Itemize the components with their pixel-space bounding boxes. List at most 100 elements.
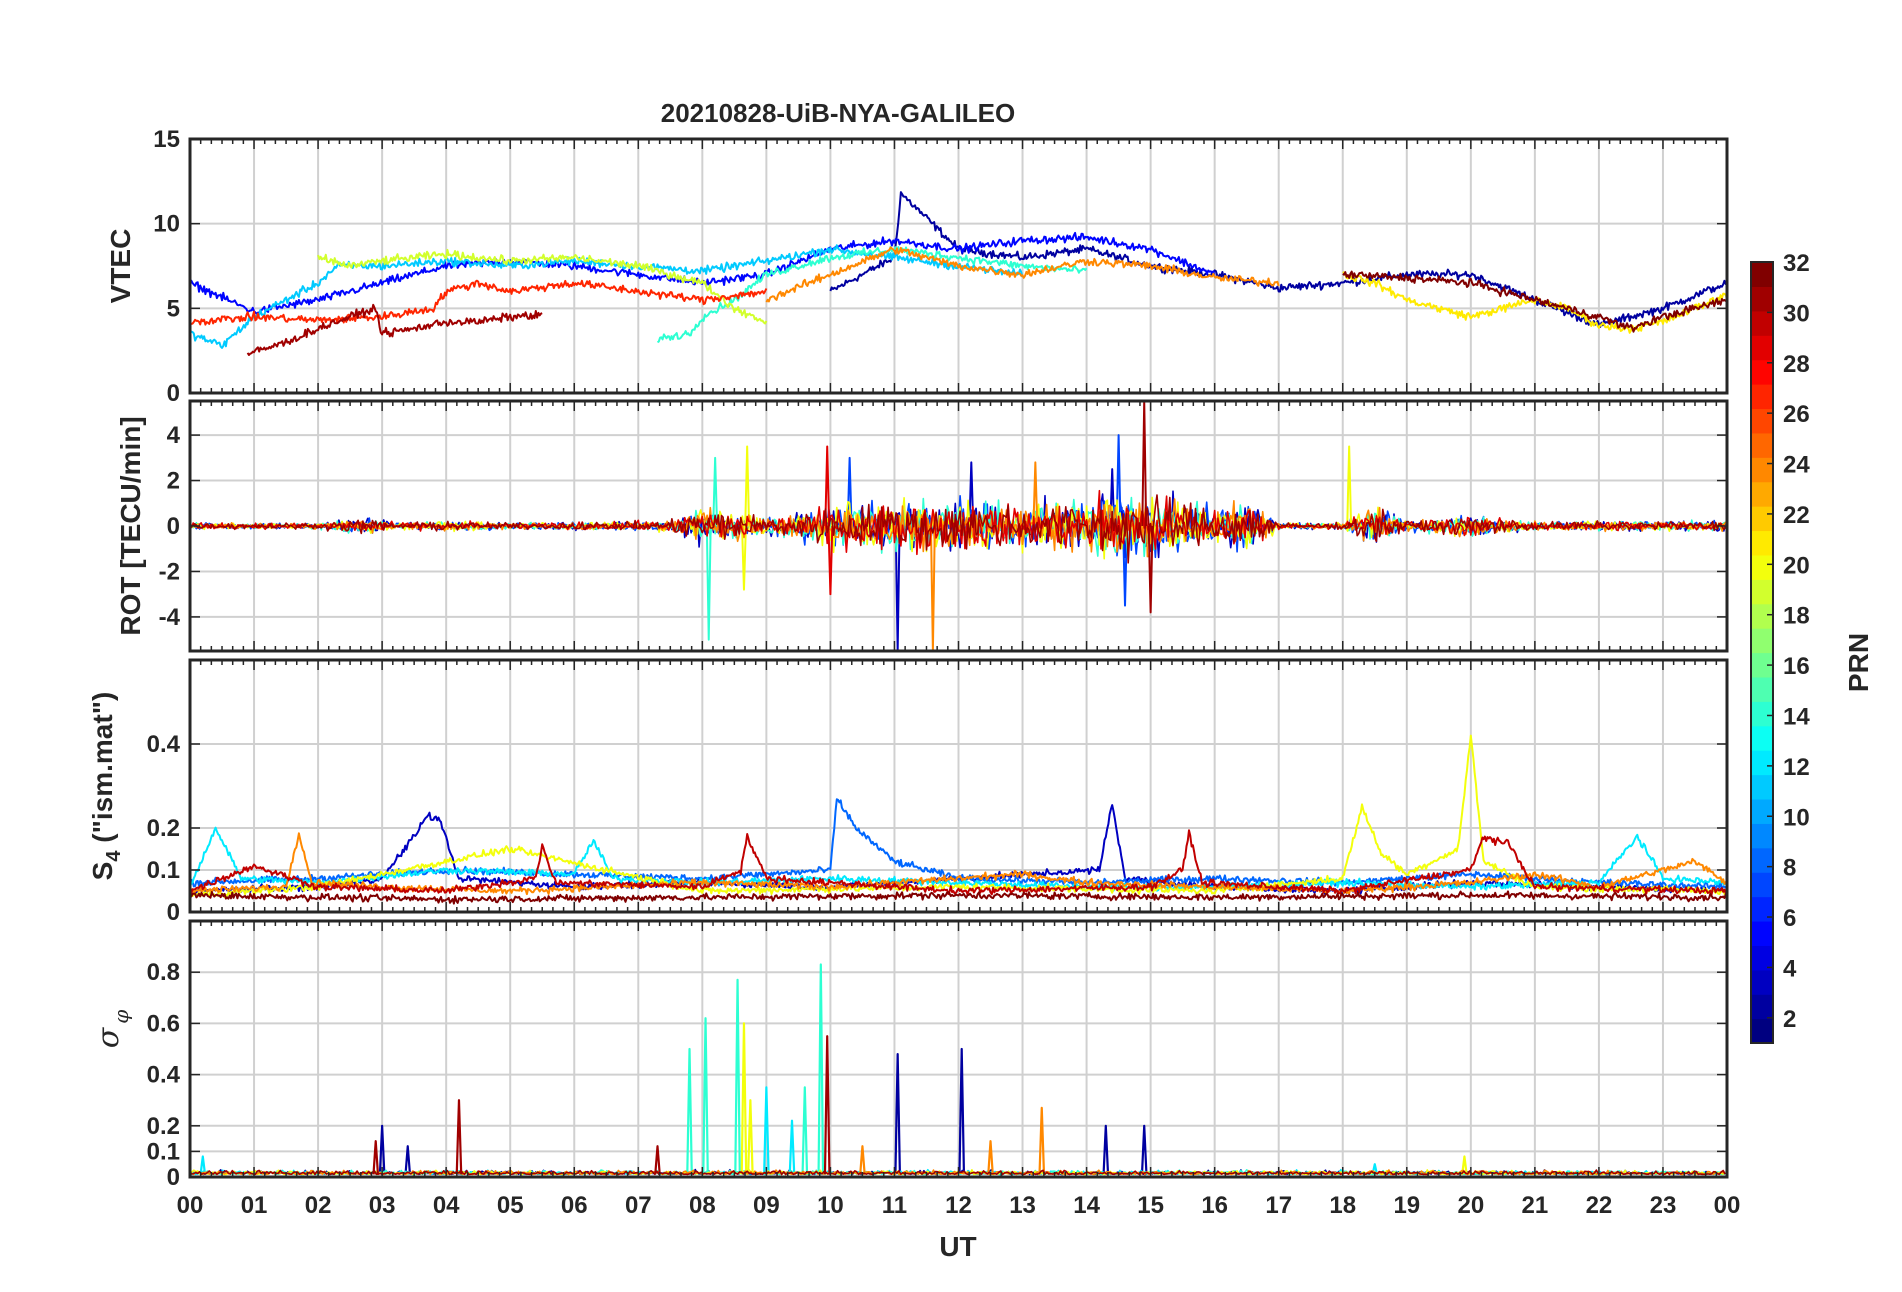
x-tick-label: 02 [305,1192,332,1219]
x-ticks [189,921,1728,1178]
x-tick-label: 00 [1714,1192,1741,1219]
series-prn-24 [190,832,1727,896]
colorbar-tick-label: 26 [1783,401,1810,428]
colorbar-segment [1751,603,1773,629]
spike-prn-31 [1141,401,1148,527]
colorbar-tick-label: 4 [1783,955,1797,982]
x-ticks [189,660,1728,913]
data-vtec [190,191,1727,356]
colorbar-segment [1751,310,1773,336]
y-tick-label: 10 [153,211,180,238]
spike-prn-24 [987,1140,994,1175]
colorbar-segment [1751,823,1773,849]
colorbar-tick-label: 20 [1783,552,1810,579]
colorbar-tick-label: 28 [1783,351,1810,378]
y-tick-label: 0 [167,380,180,407]
y-tick-label: 0.4 [147,1062,181,1089]
x-tick-label: 17 [1265,1192,1292,1219]
y-tick-label: 2 [167,468,180,495]
series-prn-8 [190,798,1727,891]
colorbar-tick-label: 10 [1783,804,1810,831]
colorbar-tick-label: 6 [1783,905,1796,932]
x-ticks [189,401,1728,651]
colorbar-segment [1751,481,1773,507]
spike-prn-24 [1038,1106,1046,1175]
series-prn-32 [190,890,1727,905]
y-tick-label: 0.2 [147,815,180,842]
spike-prn-29 [824,445,831,527]
x-tick-label: 11 [882,1192,907,1219]
y-tick-label: -4 [159,604,181,631]
colorbar-segment [1751,896,1773,922]
spike-prn-7 [1122,525,1128,607]
spike-prn-31 [823,1035,831,1175]
colorbar-segment [1751,628,1773,654]
spike-prn-31 [1147,525,1154,614]
colorbar-segment [1751,872,1773,898]
spike-prn-20 [747,1099,754,1175]
y-axis-label-main: σ [91,1026,126,1048]
x-tick-label: 04 [433,1192,460,1219]
spike-prn-2 [958,1047,966,1175]
spike-prn-3 [894,525,901,651]
series-prn-21 [1342,271,1727,334]
x-tick-label: 20 [1457,1192,1484,1219]
y-axis-label: σφ [91,1010,133,1049]
colorbar-segment [1751,725,1773,751]
colorbar-segment [1751,359,1773,385]
spike-prn-2 [1102,1124,1110,1175]
y-tick-label: 0.4 [147,731,181,758]
series-prn-2 [829,191,1727,328]
y-tick-label: 0.6 [147,1010,180,1037]
x-tick-label: 08 [689,1192,716,1219]
x-tick-label: 09 [753,1192,780,1219]
data-s4 [190,734,1727,905]
spike-prn-12 [763,1086,770,1175]
colorbar-segment [1751,676,1773,702]
spike-prn-31 [654,1145,661,1175]
colorbar-tick-label: 18 [1783,603,1810,630]
spike-prn-20 [1461,1155,1468,1175]
y-tick-label: 4 [167,422,181,449]
colorbar-segment [1751,847,1773,873]
colorbar-tick-label: 24 [1783,452,1810,479]
spike-prn-14 [705,525,712,641]
x-tick-label: 16 [1201,1192,1228,1219]
data-rot [190,401,1727,651]
series-prn-27 [190,279,768,326]
colorbar-segment [1751,750,1773,776]
colorbar-segment [1751,530,1773,556]
spike-prn-2 [1140,1124,1148,1175]
x-tick-label: 18 [1329,1192,1356,1219]
colorbar-label: PRN [1843,633,1874,692]
colorbar-segment [1751,701,1773,727]
x-tick-label: 06 [561,1192,588,1219]
y-axis-label: S4 ("ism.mat") [87,692,125,881]
colorbar-segment [1751,432,1773,458]
series-prn-31 [190,494,1727,564]
colorbar-tick-label: 14 [1783,703,1810,730]
series-prn-20 [190,734,1727,899]
colorbar-tick-label: 30 [1783,300,1810,327]
spike-prn-2 [378,1124,386,1175]
y-tick-label: 0.1 [147,857,180,884]
spike-prn-31 [455,1099,463,1175]
series-prn-31 [246,303,543,356]
spike-prn-14 [801,1086,809,1175]
x-tick-label: 19 [1393,1192,1420,1219]
y-tick-label: 5 [167,295,180,322]
spike-prn-2 [894,1053,902,1175]
y-tick-label: 0 [167,1164,180,1191]
colorbar-segment [1751,335,1773,361]
y-tick-label: 0.8 [147,959,180,986]
y-tick-label: 0.2 [147,1113,180,1140]
panel-sigma_phi: 00.10.2 0.4 0.6 0.8 σφ 00 01 02 03 04 05 06 07 08 09 10… [91,919,1741,1219]
spike-prn-14 [686,1047,693,1175]
grid-sigma_phi [189,921,1728,1178]
spike-prn-12 [788,1119,796,1175]
colorbar-tick-label: 2 [1783,1006,1796,1033]
x-tick-label: 23 [1650,1192,1677,1219]
series-prn-30 [190,829,1727,896]
